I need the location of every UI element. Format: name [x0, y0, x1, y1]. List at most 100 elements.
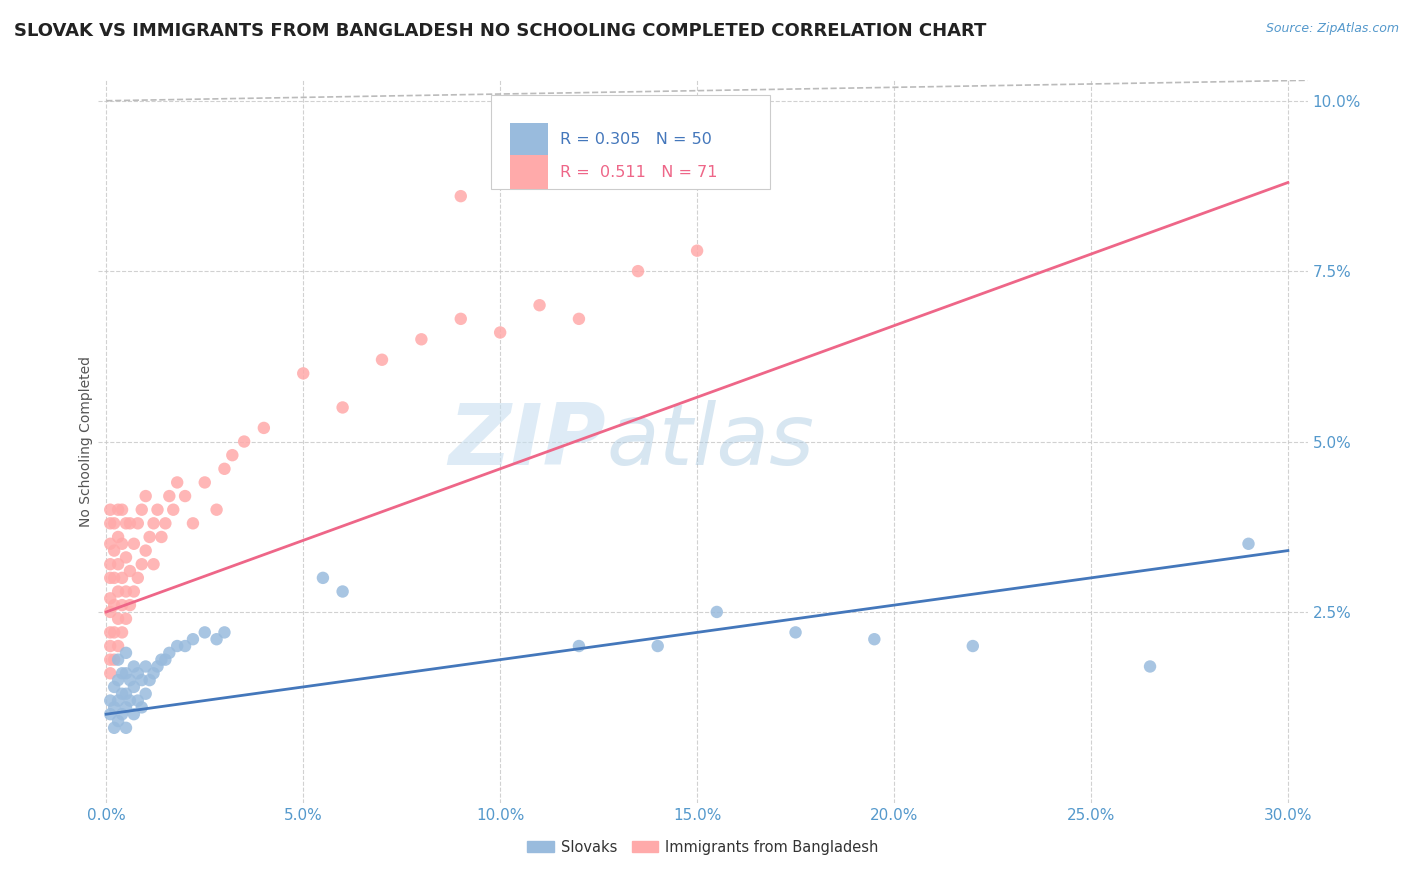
Point [568, 639, 591, 653]
Point [115, 612, 138, 626]
Point [131, 502, 153, 516]
Point [111, 598, 134, 612]
Point [142, 516, 165, 531]
Point [103, 543, 125, 558]
Point [107, 714, 129, 728]
Point [111, 687, 134, 701]
Point [150, 653, 173, 667]
Point [115, 666, 138, 681]
Point [107, 584, 129, 599]
Point [127, 516, 149, 531]
Point [142, 666, 165, 681]
Point [131, 558, 153, 572]
Point [127, 571, 149, 585]
Point [122, 659, 145, 673]
Point [107, 653, 129, 667]
Point [98, 653, 121, 667]
Point [118, 516, 141, 531]
Point [146, 659, 169, 673]
Point [98, 625, 121, 640]
Point [332, 584, 354, 599]
Point [98, 693, 121, 707]
Point [122, 680, 145, 694]
Point [138, 673, 160, 687]
Point [98, 605, 121, 619]
Point [98, 666, 121, 681]
Point [863, 632, 886, 647]
Point [686, 244, 709, 258]
Point [233, 434, 256, 449]
Point [98, 591, 121, 606]
Point [647, 639, 669, 653]
Point [135, 687, 157, 701]
Point [98, 502, 121, 516]
Point [115, 721, 138, 735]
Point [115, 584, 138, 599]
Point [371, 352, 394, 367]
Point [568, 311, 591, 326]
Point [118, 598, 141, 612]
Text: Source: ZipAtlas.com: Source: ZipAtlas.com [1265, 22, 1399, 36]
Legend: Slovaks, Immigrants from Bangladesh: Slovaks, Immigrants from Bangladesh [522, 834, 884, 861]
Point [127, 666, 149, 681]
Point [103, 700, 125, 714]
Point [489, 326, 512, 340]
Point [122, 537, 145, 551]
Point [181, 516, 204, 531]
Point [150, 530, 173, 544]
Point [166, 475, 188, 490]
Point [115, 516, 138, 531]
Point [332, 401, 354, 415]
Point [1237, 537, 1260, 551]
Point [122, 707, 145, 722]
Point [194, 475, 217, 490]
Point [221, 448, 243, 462]
Point [115, 687, 138, 701]
Point [122, 584, 145, 599]
Point [174, 489, 197, 503]
Point [111, 625, 134, 640]
Point [98, 571, 121, 585]
Point [111, 666, 134, 681]
Point [962, 639, 984, 653]
Point [98, 639, 121, 653]
Point [98, 707, 121, 722]
Point [111, 537, 134, 551]
Point [1139, 659, 1161, 673]
Point [115, 550, 138, 565]
Point [214, 625, 236, 640]
Point [98, 558, 121, 572]
Point [103, 680, 125, 694]
Point [103, 571, 125, 585]
Point [627, 264, 650, 278]
Point [214, 462, 236, 476]
Y-axis label: No Schooling Completed: No Schooling Completed [79, 356, 93, 527]
Point [131, 700, 153, 714]
Point [157, 489, 180, 503]
Point [107, 693, 129, 707]
Point [205, 632, 228, 647]
Point [166, 639, 188, 653]
Point [157, 646, 180, 660]
Point [135, 543, 157, 558]
Point [181, 632, 204, 647]
Point [107, 502, 129, 516]
Point [103, 721, 125, 735]
Point [135, 659, 157, 673]
Point [115, 646, 138, 660]
Point [131, 673, 153, 687]
Point [411, 332, 433, 346]
Point [450, 311, 472, 326]
Text: R =  0.511   N = 71: R = 0.511 N = 71 [561, 164, 718, 179]
Point [174, 639, 197, 653]
Point [162, 502, 184, 516]
Point [103, 653, 125, 667]
Point [107, 558, 129, 572]
Point [107, 612, 129, 626]
Point [194, 625, 217, 640]
Point [205, 502, 228, 516]
Point [115, 700, 138, 714]
FancyBboxPatch shape [509, 155, 548, 189]
Point [450, 189, 472, 203]
Point [292, 367, 315, 381]
